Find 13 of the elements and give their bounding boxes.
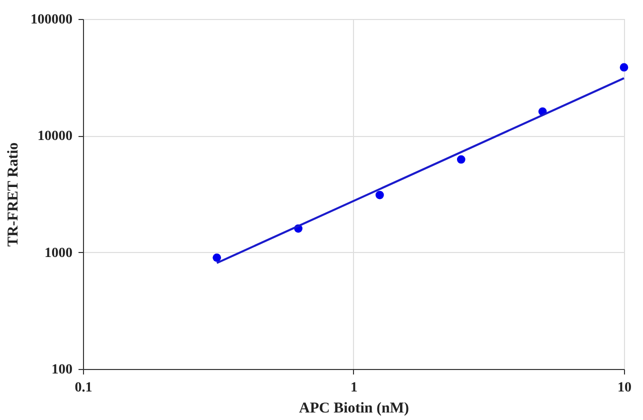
- y-tick-label: 100000: [30, 12, 72, 28]
- x-axis-title: APC Biotin (nM): [299, 400, 409, 416]
- y-axis-title: TR-FRET Ratio: [6, 142, 22, 247]
- y-tick-label: 100: [52, 362, 72, 378]
- point: [620, 63, 628, 72]
- point: [376, 190, 384, 200]
- y-tick-label: 1000: [44, 246, 72, 261]
- x-tick-label: 1: [350, 380, 358, 396]
- y-tick-label: 10000: [38, 129, 72, 144]
- x-tick-label: 10: [618, 380, 632, 396]
- point: [456, 155, 466, 164]
- point: [212, 253, 222, 262]
- x-tick-label: 0.1: [74, 380, 92, 396]
